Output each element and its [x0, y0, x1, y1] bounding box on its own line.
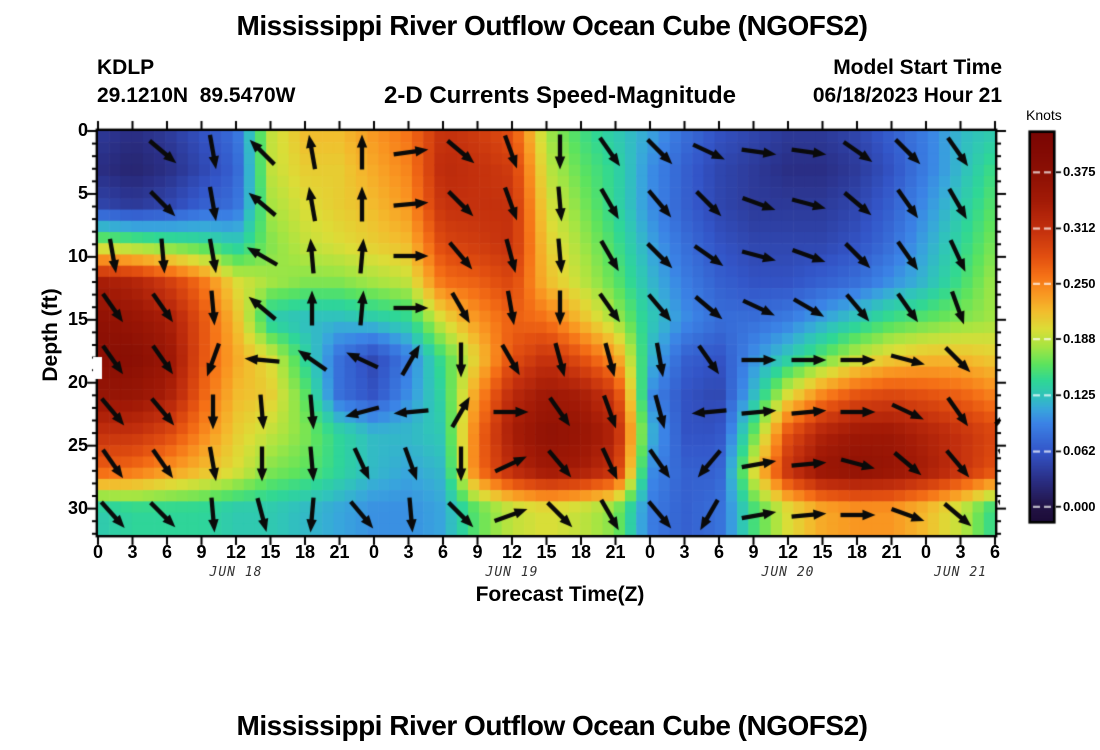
station-coordinates: 29.1210N 89.5470W [97, 84, 296, 107]
x-tick-label: 6 [161, 542, 172, 562]
x-tick-label: 18 [570, 542, 592, 562]
x-tick-label: 0 [644, 542, 655, 562]
station-id: KDLP [97, 56, 155, 79]
model-start-time-value: 06/18/2023 Hour 21 [812, 84, 1002, 107]
x-tick-label: 15 [812, 542, 833, 562]
x-date-label: JUN 20 [761, 565, 815, 580]
x-tick-label: 6 [713, 542, 724, 562]
model-start-time-label: Model Start Time [833, 56, 1002, 79]
plot-subtitle: 2-D Currents Speed-Magnitude [383, 82, 737, 109]
colorbar-units-label: Knots [1026, 107, 1062, 123]
x-tick-label: 6 [437, 542, 448, 562]
colorbar-tick-label: 0.250 [1063, 275, 1096, 291]
x-tick-label: 9 [196, 542, 207, 562]
x-tick-label: 9 [472, 542, 483, 562]
x-tick-label: 15 [536, 542, 557, 562]
x-tick-label: 21 [881, 542, 902, 562]
x-tick-label: 18 [294, 542, 316, 562]
y-tick-label: 10 [67, 245, 88, 266]
colorbar-tick-label: 0.188 [1063, 331, 1096, 347]
y-tick-label: 25 [67, 434, 88, 455]
x-axis-title: Forecast Time(Z) [475, 583, 645, 606]
x-tick-label: 3 [955, 542, 966, 562]
page-title: Mississippi River Outflow Ocean Cube (NG… [236, 10, 868, 41]
x-date-label: JUN 18 [209, 565, 263, 580]
x-tick-label: 21 [329, 542, 350, 562]
x-tick-label: 3 [679, 542, 690, 562]
y-tick-label: 15 [67, 308, 88, 329]
x-tick-label: 0 [92, 542, 103, 562]
x-tick-label: 3 [403, 542, 414, 562]
x-tick-label: 6 [989, 542, 1000, 562]
colorbar-tick-label: 0.312 [1063, 220, 1096, 236]
x-tick-label: 18 [846, 542, 868, 562]
x-tick-label: 3 [127, 542, 138, 562]
x-tick-label: 21 [605, 542, 626, 562]
x-tick-label: 0 [368, 542, 379, 562]
colorbar-tick-label: 0.000 [1063, 498, 1096, 514]
x-tick-label: 15 [260, 542, 281, 562]
y-tick-label: 30 [67, 497, 88, 518]
colorbar-tick-label: 0.062 [1063, 443, 1096, 459]
x-tick-label: 12 [777, 542, 799, 562]
y-tick-label: 20 [67, 371, 88, 392]
x-date-label: JUN 19 [485, 565, 539, 580]
colorbar-tick-label: 0.375 [1063, 164, 1096, 180]
y-tick-label: 5 [77, 182, 88, 203]
x-tick-label: 12 [501, 542, 523, 562]
next-panel-title: Mississippi River Outflow Ocean Cube (NG… [236, 710, 868, 741]
x-tick-label: 0 [920, 542, 931, 562]
x-tick-label: 12 [225, 542, 247, 562]
x-date-label: JUN 21 [934, 565, 987, 580]
y-tick-label: 0 [77, 120, 88, 140]
colorbar-tick-label: 0.125 [1063, 387, 1096, 403]
x-tick-label: 9 [748, 542, 759, 562]
